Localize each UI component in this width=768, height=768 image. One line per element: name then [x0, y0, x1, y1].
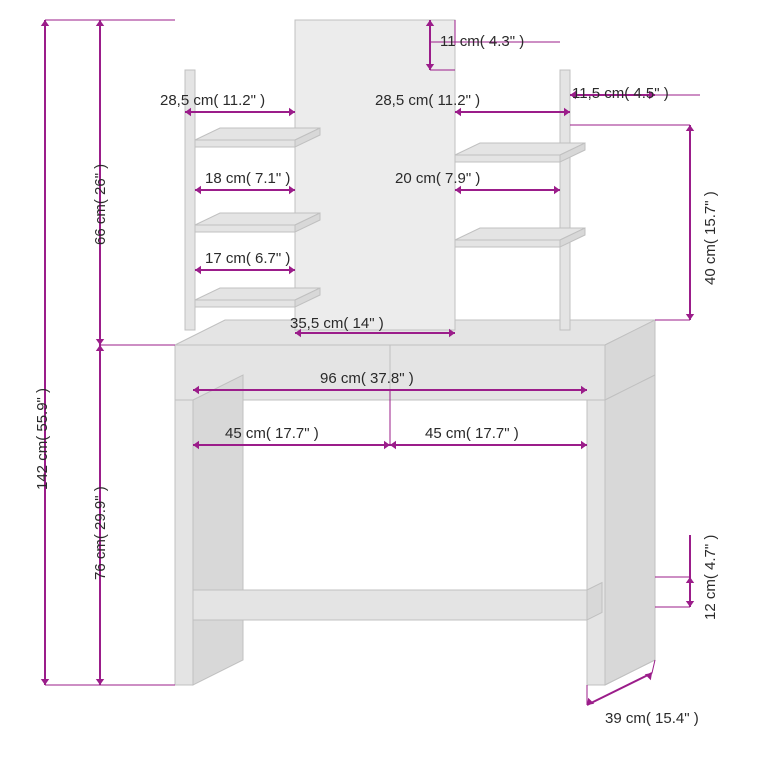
- dim-11-5: 11,5 cm( 4.5" ): [572, 85, 669, 102]
- dim-28-5-r: 28,5 cm( 11.2" ): [375, 92, 480, 109]
- dim-96: 96 cm( 37.8" ): [320, 370, 414, 387]
- dim-45-l: 45 cm( 17.7" ): [225, 425, 319, 442]
- dim-20: 20 cm( 7.9" ): [395, 170, 480, 187]
- dim-35-5: 35,5 cm( 14" ): [290, 315, 384, 332]
- dim-18: 18 cm( 7.1" ): [205, 170, 290, 187]
- dim-28-5-l: 28,5 cm( 11.2" ): [160, 92, 265, 109]
- dim-11: 11 cm( 4.3" ): [440, 33, 524, 50]
- dim-40: 40 cm( 15.7" ): [702, 191, 719, 285]
- dim-142: 142 cm( 55.9" ): [34, 388, 51, 490]
- dim-76: 76 cm( 29.9" ): [92, 486, 109, 580]
- dim-17: 17 cm( 6.7" ): [205, 250, 290, 267]
- dim-66: 66 cm( 26" ): [92, 164, 109, 245]
- dim-12: 12 cm( 4.7" ): [702, 535, 719, 620]
- dim-45-r: 45 cm( 17.7" ): [425, 425, 519, 442]
- dim-39: 39 cm( 15.4" ): [605, 710, 699, 727]
